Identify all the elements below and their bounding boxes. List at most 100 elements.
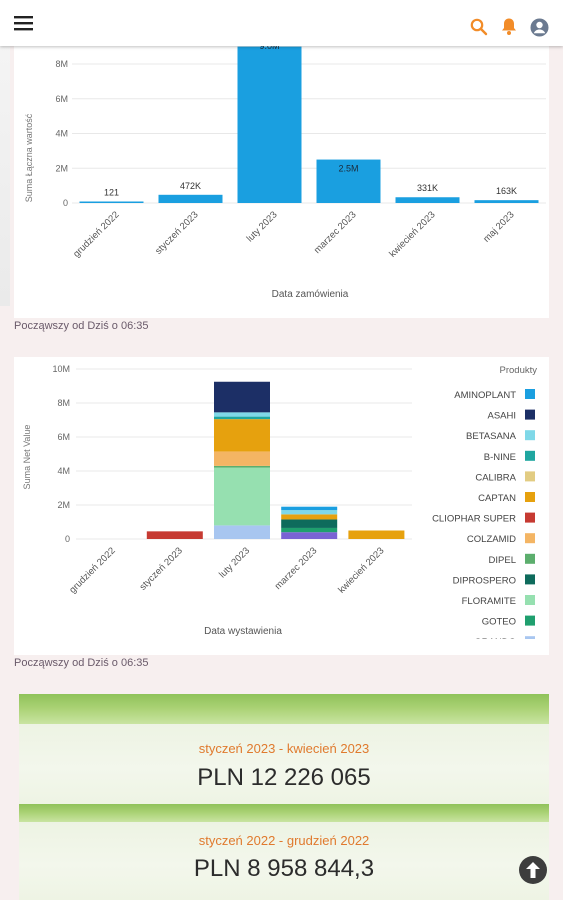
stack-segment[interactable] — [214, 525, 270, 539]
legend-item-label: AMINOPLANT — [454, 390, 516, 401]
scroll-edge — [0, 46, 10, 306]
legend-swatch[interactable] — [525, 450, 535, 461]
y-tick-label: 6M — [57, 432, 70, 442]
stack-segment[interactable] — [348, 530, 405, 540]
x-tick-label: luty 2023 — [217, 545, 252, 580]
bar[interactable] — [158, 194, 223, 203]
y-tick-label: 0 — [65, 534, 70, 544]
stack-segment[interactable] — [281, 510, 338, 515]
x-tick-label: grudzień 2022 — [67, 545, 117, 595]
y-tick-label: 2M — [57, 500, 70, 510]
legend: AMINOPLANT ASAHI BETASANA B-NINE CALIBRA CAPT… — [432, 389, 535, 648]
kpi-banner-1 — [19, 694, 549, 724]
legend-title: Produkty — [500, 365, 538, 376]
legend-item-label: GRANDO — [474, 637, 516, 648]
stack-segment[interactable] — [146, 531, 203, 539]
top-app-bar — [0, 0, 563, 46]
legend-swatch[interactable] — [525, 574, 535, 585]
x-tick-label: kwiecień 2023 — [336, 545, 386, 595]
legend-swatch[interactable] — [525, 471, 535, 482]
legend-swatch[interactable] — [525, 389, 535, 399]
hamburger-icon[interactable] — [14, 15, 34, 31]
kpi-period-1: styczeń 2023 - kwiecień 2023 — [198, 741, 370, 756]
legend-item-label: BETASANA — [466, 431, 517, 442]
y-axis-label: Suma Net Value — [22, 425, 32, 490]
legend-swatch[interactable] — [525, 615, 535, 626]
orders-chart: Suma Łączna wartość Data zamówienia 0 2M 4… — [24, 41, 546, 300]
kpi-period-2: styczeń 2022 - grudzień 2022 — [198, 833, 370, 848]
legend-swatch[interactable] — [525, 636, 535, 646]
stack-segment[interactable] — [214, 419, 270, 452]
stack-segment[interactable] — [281, 519, 338, 528]
kpi-banner-2 — [19, 804, 549, 822]
stack-segment[interactable] — [281, 532, 338, 539]
products-chart: Suma Net Value Data wystawienia Produkty… — [22, 364, 538, 648]
account-icon[interactable] — [530, 18, 549, 37]
bar[interactable] — [474, 200, 539, 203]
x-tick-label: styczeń 2023 — [138, 545, 185, 592]
bar[interactable] — [79, 201, 144, 204]
y-tick-label: 4M — [55, 129, 68, 139]
y-tick-label: 4M — [57, 466, 70, 476]
x-tick-label: styczeń 2023 — [153, 209, 200, 256]
legend-item-label: GOTEO — [482, 617, 516, 628]
y-tick-label: 0 — [63, 198, 68, 208]
kpi-tile-2 — [19, 822, 549, 900]
legend-item-label: COLZAMID — [467, 534, 516, 545]
bar[interactable] — [316, 159, 381, 203]
y-tick-label: 2M — [55, 163, 68, 173]
bar[interactable] — [237, 46, 302, 203]
y-tick-label: 8M — [57, 398, 70, 408]
kpi-value-1: PLN 12 226 065 — [197, 764, 371, 791]
legend-swatch[interactable] — [525, 409, 535, 420]
legend-swatch[interactable] — [525, 553, 535, 564]
x-tick-label: grudzień 2022 — [71, 209, 121, 259]
legend-swatch[interactable] — [525, 595, 535, 605]
stack-segment[interactable] — [214, 467, 270, 526]
bell-icon[interactable] — [500, 17, 518, 36]
legend-item-label: CLIOPHAR SUPER — [432, 514, 516, 525]
data-label: 163K — [496, 186, 517, 196]
stack-segment[interactable] — [214, 416, 270, 420]
stack-segment[interactable] — [214, 451, 270, 466]
data-label: 331K — [417, 183, 438, 193]
data-label: 9.0M — [259, 46, 279, 51]
y-axis-label: Suma Łączna wartość — [24, 113, 34, 202]
legend-item-label: ASAHI — [487, 411, 516, 422]
legend-item-label: DIPROSPERO — [453, 575, 516, 586]
stack-segment[interactable] — [214, 465, 270, 468]
legend-swatch[interactable] — [525, 512, 535, 523]
data-label: 121 — [104, 188, 119, 198]
y-tick-label: 8M — [55, 59, 68, 69]
legend-item-label: CALIBRA — [475, 472, 516, 483]
x-tick-label: marzec 2023 — [312, 209, 359, 256]
arrow-up-circle-icon[interactable] — [518, 855, 548, 885]
legend-swatch[interactable] — [525, 492, 535, 502]
search-icon[interactable] — [470, 18, 488, 36]
stack-segment[interactable] — [214, 412, 270, 417]
legend-item-label: CAPTAN — [478, 493, 516, 504]
x-tick-label: luty 2023 — [245, 209, 280, 244]
x-axis-label: Data wystawienia — [204, 626, 282, 637]
legend-item-label: DIPEL — [489, 555, 516, 566]
legend-item-label: B-NINE — [484, 452, 516, 463]
legend-swatch[interactable] — [525, 533, 535, 544]
bar[interactable] — [395, 197, 460, 203]
kpi-tile-1 — [19, 724, 549, 804]
y-tick-label: 10M — [52, 364, 70, 374]
stack-segment[interactable] — [281, 514, 338, 520]
legend-item-label: FLORAMITE — [462, 596, 516, 607]
products-chart-card: Suma Net Value Data wystawienia Produkty… — [14, 357, 549, 655]
stack-segment[interactable] — [281, 506, 338, 511]
stack-segment[interactable] — [281, 527, 338, 533]
legend-swatch[interactable] — [525, 430, 535, 441]
x-tick-label: marzec 2023 — [273, 545, 320, 592]
data-label: 472K — [180, 181, 201, 191]
stack-segment[interactable] — [214, 381, 270, 413]
orders-chart-footer: Począwszy od Dziś o 06:35 — [14, 320, 149, 332]
x-tick-label: maj 2023 — [481, 209, 516, 244]
x-axis-label: Data zamówienia — [272, 289, 349, 300]
data-label: 2.5M — [338, 164, 358, 174]
products-chart-footer: Począwszy od Dziś o 06:35 — [14, 657, 149, 669]
x-tick-label: kwiecień 2023 — [387, 209, 437, 259]
